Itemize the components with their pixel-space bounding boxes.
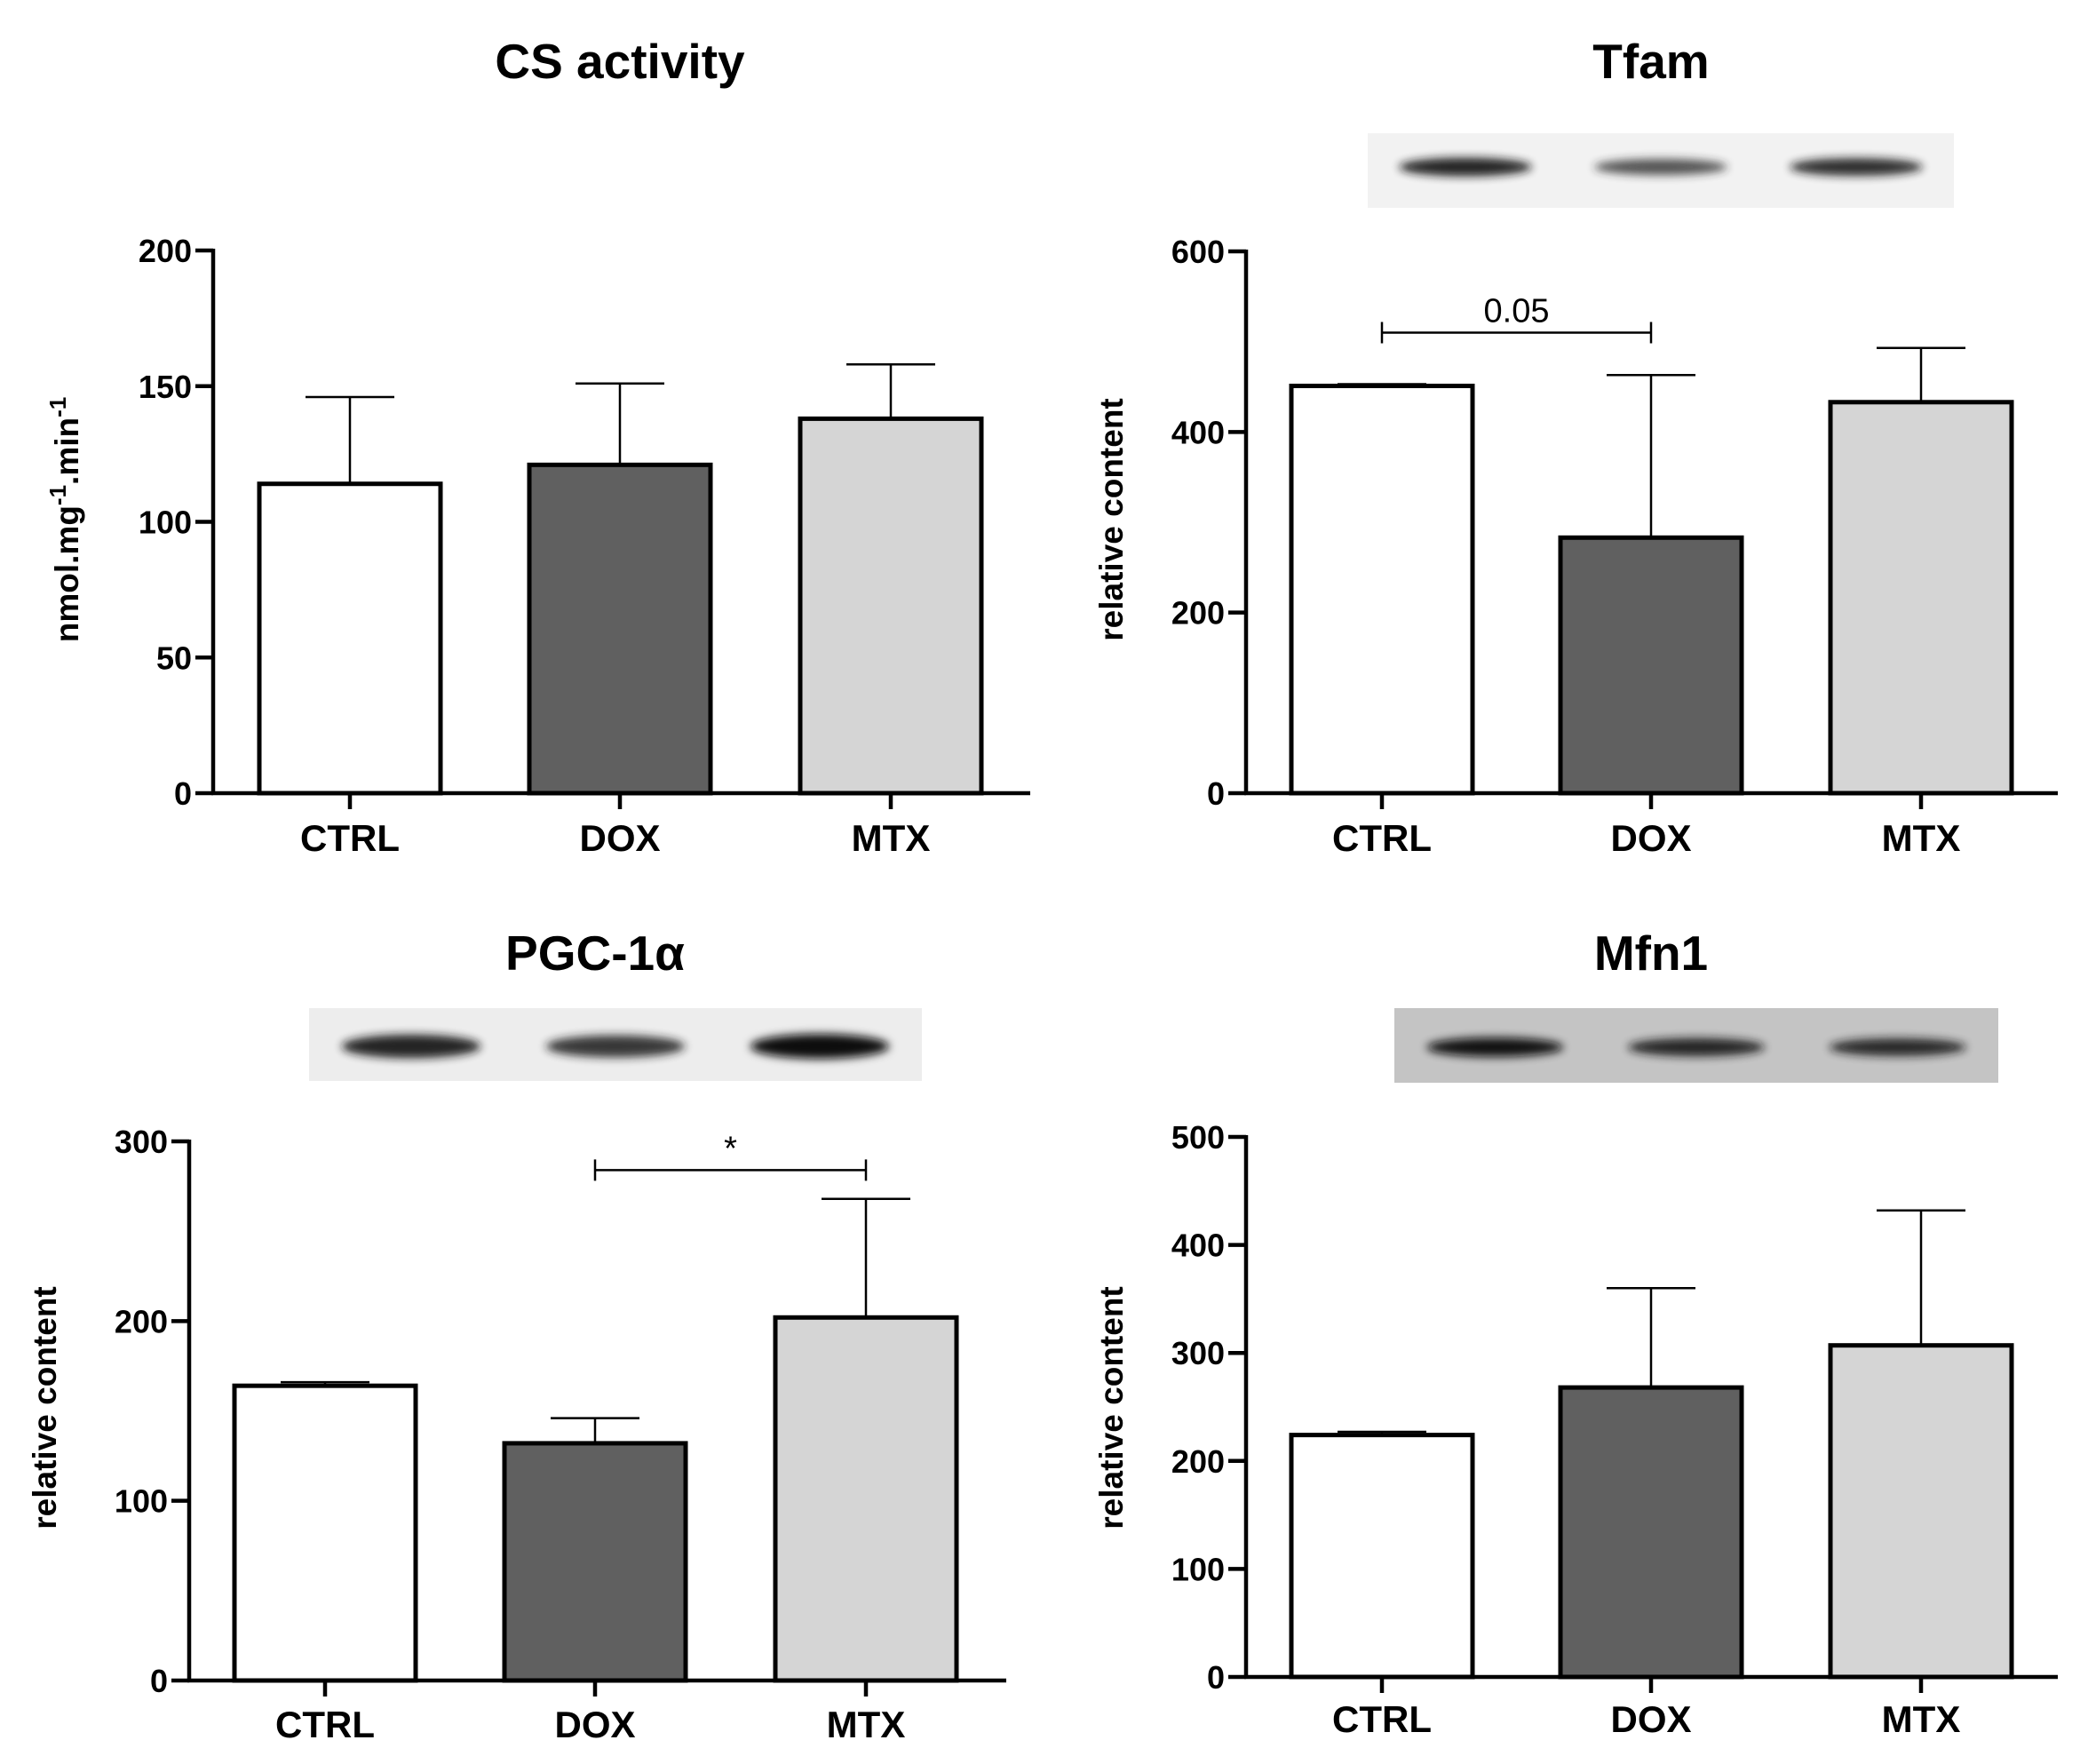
y-tick-label: 100 [139,505,192,541]
bar-dox [1558,535,1744,796]
bar-ctrl [1289,1433,1475,1680]
y-axis-label: relative content [1093,398,1130,640]
western-blot-image [1394,1008,1998,1083]
y-axis-label-part: -1 [44,397,71,417]
chart-panel-cs: CS activity050100150200nmol.mg-1.min-1CT… [44,34,1030,859]
bar-dox [527,462,713,796]
category-label-dox: DOX [1610,817,1691,859]
y-tick-label: 400 [1171,414,1225,450]
y-tick-label: 50 [156,640,192,676]
western-blot-image [309,1008,922,1081]
category-label-dox: DOX [579,817,660,859]
category-label-dox: DOX [1610,1698,1691,1740]
chart-panel-pgc: PGC-1α 0 100 200 300 relative content CTRL DOX M… [27,926,1006,1745]
y-tick-label: 300 [115,1124,168,1160]
y-axis-label: relative content [27,1286,63,1529]
y-tick-label: 150 [139,369,192,405]
significance-bracket: * [593,1130,868,1181]
y-tick-label: 600 [1171,234,1225,270]
y-tick-label: 200 [1171,595,1225,632]
chart-panel-tfam: Tfam 0 200 400 600 relative content CTRL DOX MTX… [1093,34,2058,859]
y-tick-label: 0 [1207,1659,1225,1696]
y-axis-label: nmol.mg-1.min-1 [44,397,85,642]
chart-panel-mfn1: Mfn1 0 100 200 300 400 500 relative content CTRL… [1093,926,2058,1740]
bar-mtx [1828,400,2014,796]
bar-ctrl [257,481,443,796]
y-axis-label-part: .min [49,417,85,485]
y-tick-label: 200 [115,1303,168,1339]
chart-title: CS activity [495,34,745,89]
y-tick-label: 200 [1171,1443,1225,1480]
y-tick-label: 300 [1171,1335,1225,1371]
blot-band-mtx [750,1034,890,1059]
category-label-dox: DOX [554,1704,635,1745]
blot-band-dox [545,1035,686,1058]
blot-band-ctrl [341,1034,481,1059]
y-axis-label-part: nmol.mg [49,505,85,642]
bar-dox [502,1441,688,1683]
blot-band-mtx [1790,158,1923,176]
bar-mtx [798,416,984,796]
blot-band-dox [1594,159,1727,175]
significance-label: * [724,1130,737,1167]
blot-band-ctrl [1399,157,1532,177]
y-tick-label: 0 [174,775,192,812]
significance-bracket: 0.05 [1380,293,1653,344]
y-tick-label: 400 [1171,1228,1225,1264]
bar-mtx [773,1315,959,1683]
significance-label: 0.05 [1484,293,1550,330]
y-tick-label: 100 [1171,1551,1225,1587]
blot-band-dox [1627,1037,1766,1057]
y-axis-label-part: relative content [1093,1286,1130,1529]
category-label-ctrl: CTRL [1332,817,1432,859]
y-tick-label: 0 [1207,775,1225,812]
y-axis-label-part: relative content [27,1286,63,1529]
blot-band-mtx [1829,1038,1966,1056]
category-label-ctrl: CTRL [1332,1698,1432,1740]
category-label-ctrl: CTRL [275,1704,375,1745]
chart-title: PGC-1α [505,926,685,981]
y-axis-label: relative content [1093,1286,1130,1529]
bar-ctrl [232,1383,418,1683]
blot-band-ctrl [1426,1037,1564,1057]
category-label-mtx: MTX [852,817,931,859]
bar-ctrl [1289,383,1475,796]
y-tick-label: 200 [139,233,192,269]
western-blot-image [1368,133,1954,208]
category-label-ctrl: CTRL [300,817,400,859]
y-tick-label: 100 [115,1483,168,1520]
chart-title: Mfn1 [1594,926,1708,981]
bar-mtx [1828,1343,2014,1680]
category-label-mtx: MTX [827,1704,906,1745]
chart-title: Tfam [1592,34,1709,89]
category-label-mtx: MTX [1882,817,1961,859]
y-axis-label-part: relative content [1093,398,1130,640]
y-axis-label-part: -1 [44,485,71,505]
y-tick-label: 500 [1171,1119,1225,1156]
category-label-mtx: MTX [1882,1698,1961,1740]
y-tick-label: 0 [150,1663,168,1699]
bar-dox [1558,1385,1744,1680]
